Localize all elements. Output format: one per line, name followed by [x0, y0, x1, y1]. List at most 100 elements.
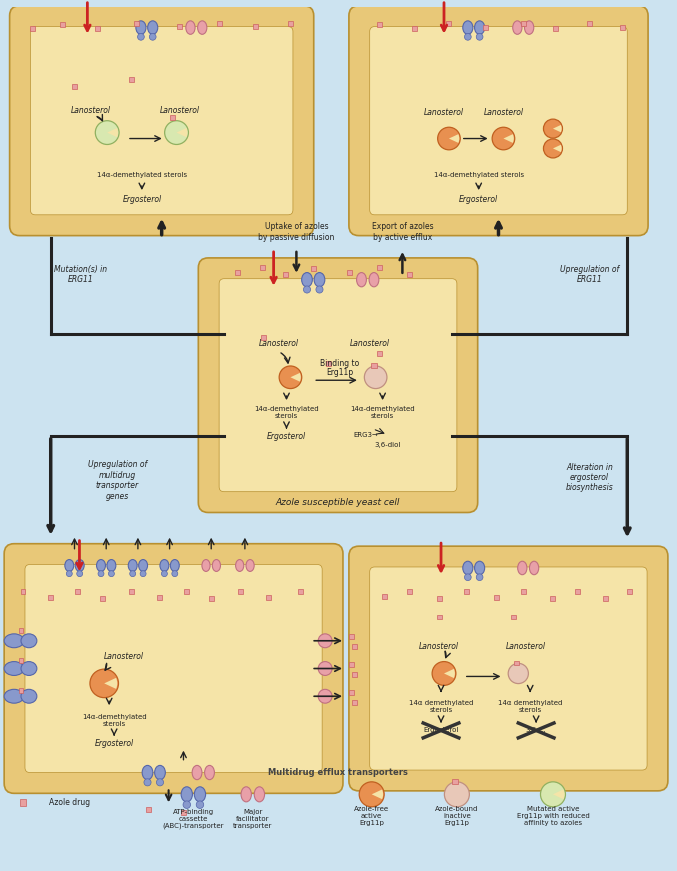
- Ellipse shape: [369, 273, 379, 287]
- Text: Mutated active
Erg11p with reduced
affinity to azoles: Mutated active Erg11p with reduced affin…: [517, 807, 590, 826]
- Ellipse shape: [137, 33, 144, 40]
- Ellipse shape: [318, 689, 332, 703]
- Ellipse shape: [529, 561, 539, 575]
- Ellipse shape: [183, 801, 190, 808]
- Text: Upregulation of
multidrug
transporter
genes: Upregulation of multidrug transporter ge…: [87, 461, 147, 501]
- FancyBboxPatch shape: [9, 6, 313, 236]
- FancyBboxPatch shape: [20, 589, 26, 594]
- FancyBboxPatch shape: [266, 595, 271, 599]
- Text: Alteration in
ergosterol
biosynthesis: Alteration in ergosterol biosynthesis: [566, 463, 613, 492]
- FancyBboxPatch shape: [627, 589, 632, 594]
- Circle shape: [540, 782, 565, 807]
- FancyBboxPatch shape: [181, 810, 186, 814]
- Ellipse shape: [185, 21, 195, 34]
- Ellipse shape: [107, 559, 116, 571]
- FancyBboxPatch shape: [349, 690, 354, 695]
- FancyBboxPatch shape: [603, 596, 608, 601]
- Ellipse shape: [156, 779, 164, 786]
- Wedge shape: [107, 128, 118, 138]
- Ellipse shape: [475, 21, 485, 34]
- Text: Lanosterol: Lanosterol: [104, 652, 144, 661]
- Ellipse shape: [128, 559, 137, 571]
- Ellipse shape: [318, 662, 332, 675]
- Ellipse shape: [154, 766, 165, 780]
- Ellipse shape: [357, 273, 366, 287]
- Ellipse shape: [148, 21, 158, 34]
- Text: 14α-demethylated sterols: 14α-demethylated sterols: [97, 172, 187, 179]
- Ellipse shape: [21, 689, 37, 703]
- Circle shape: [279, 366, 302, 388]
- FancyBboxPatch shape: [60, 22, 65, 27]
- Text: 14α-demethylated
sterols: 14α-demethylated sterols: [254, 407, 319, 420]
- FancyBboxPatch shape: [20, 799, 26, 806]
- Text: Azole drug: Azole drug: [49, 798, 90, 807]
- Ellipse shape: [318, 634, 332, 648]
- Wedge shape: [504, 134, 514, 143]
- FancyBboxPatch shape: [48, 595, 53, 599]
- Circle shape: [544, 139, 563, 158]
- Text: Lanosterol: Lanosterol: [350, 339, 390, 348]
- Text: Upregulation of
ERG11: Upregulation of ERG11: [560, 265, 619, 284]
- FancyBboxPatch shape: [347, 270, 352, 274]
- Ellipse shape: [463, 561, 473, 575]
- FancyBboxPatch shape: [253, 24, 258, 29]
- FancyBboxPatch shape: [483, 25, 488, 30]
- FancyBboxPatch shape: [349, 6, 648, 236]
- Ellipse shape: [512, 21, 522, 34]
- Wedge shape: [553, 125, 562, 132]
- Ellipse shape: [160, 559, 169, 571]
- Ellipse shape: [204, 766, 215, 780]
- Ellipse shape: [255, 787, 265, 802]
- FancyBboxPatch shape: [177, 24, 182, 29]
- Wedge shape: [519, 671, 527, 677]
- Text: Lanosterol: Lanosterol: [419, 642, 459, 652]
- FancyBboxPatch shape: [587, 21, 592, 26]
- Circle shape: [90, 669, 118, 698]
- Text: Uptake of azoles
by passive diffusion: Uptake of azoles by passive diffusion: [258, 222, 334, 242]
- Ellipse shape: [246, 559, 254, 571]
- Ellipse shape: [518, 561, 527, 575]
- Text: Lanosterol: Lanosterol: [259, 339, 299, 348]
- Ellipse shape: [144, 779, 151, 786]
- FancyBboxPatch shape: [464, 589, 469, 594]
- FancyBboxPatch shape: [511, 615, 516, 619]
- Text: Ergosterol: Ergosterol: [95, 739, 133, 748]
- FancyBboxPatch shape: [217, 21, 221, 26]
- Circle shape: [95, 121, 119, 145]
- Text: Ergosterol: Ergosterol: [459, 195, 498, 205]
- Wedge shape: [290, 373, 301, 381]
- FancyBboxPatch shape: [261, 335, 266, 340]
- Ellipse shape: [150, 33, 156, 40]
- FancyBboxPatch shape: [407, 589, 412, 594]
- FancyBboxPatch shape: [370, 27, 628, 215]
- FancyBboxPatch shape: [352, 672, 357, 677]
- Wedge shape: [449, 134, 459, 143]
- FancyBboxPatch shape: [349, 634, 354, 639]
- FancyBboxPatch shape: [311, 266, 315, 271]
- Wedge shape: [372, 789, 383, 800]
- Ellipse shape: [77, 571, 83, 577]
- Ellipse shape: [75, 559, 84, 571]
- Text: ERG3→: ERG3→: [353, 432, 378, 438]
- Text: 3,6-...: 3,6-...: [526, 727, 546, 733]
- FancyBboxPatch shape: [446, 21, 452, 26]
- Text: 14α demethylated
sterols: 14α demethylated sterols: [409, 699, 473, 712]
- FancyBboxPatch shape: [157, 595, 162, 599]
- FancyBboxPatch shape: [95, 26, 100, 31]
- FancyBboxPatch shape: [219, 279, 457, 492]
- FancyBboxPatch shape: [146, 807, 151, 812]
- FancyBboxPatch shape: [437, 615, 441, 619]
- FancyBboxPatch shape: [377, 22, 382, 27]
- Ellipse shape: [196, 801, 204, 808]
- Ellipse shape: [241, 787, 251, 802]
- FancyBboxPatch shape: [135, 21, 139, 26]
- Circle shape: [437, 127, 460, 150]
- FancyBboxPatch shape: [352, 699, 357, 705]
- Text: Azole susceptible yeast cell: Azole susceptible yeast cell: [276, 498, 400, 507]
- Circle shape: [165, 121, 188, 145]
- FancyBboxPatch shape: [288, 21, 293, 26]
- FancyBboxPatch shape: [407, 272, 412, 277]
- FancyBboxPatch shape: [452, 779, 458, 784]
- Ellipse shape: [463, 21, 473, 34]
- FancyBboxPatch shape: [238, 589, 244, 594]
